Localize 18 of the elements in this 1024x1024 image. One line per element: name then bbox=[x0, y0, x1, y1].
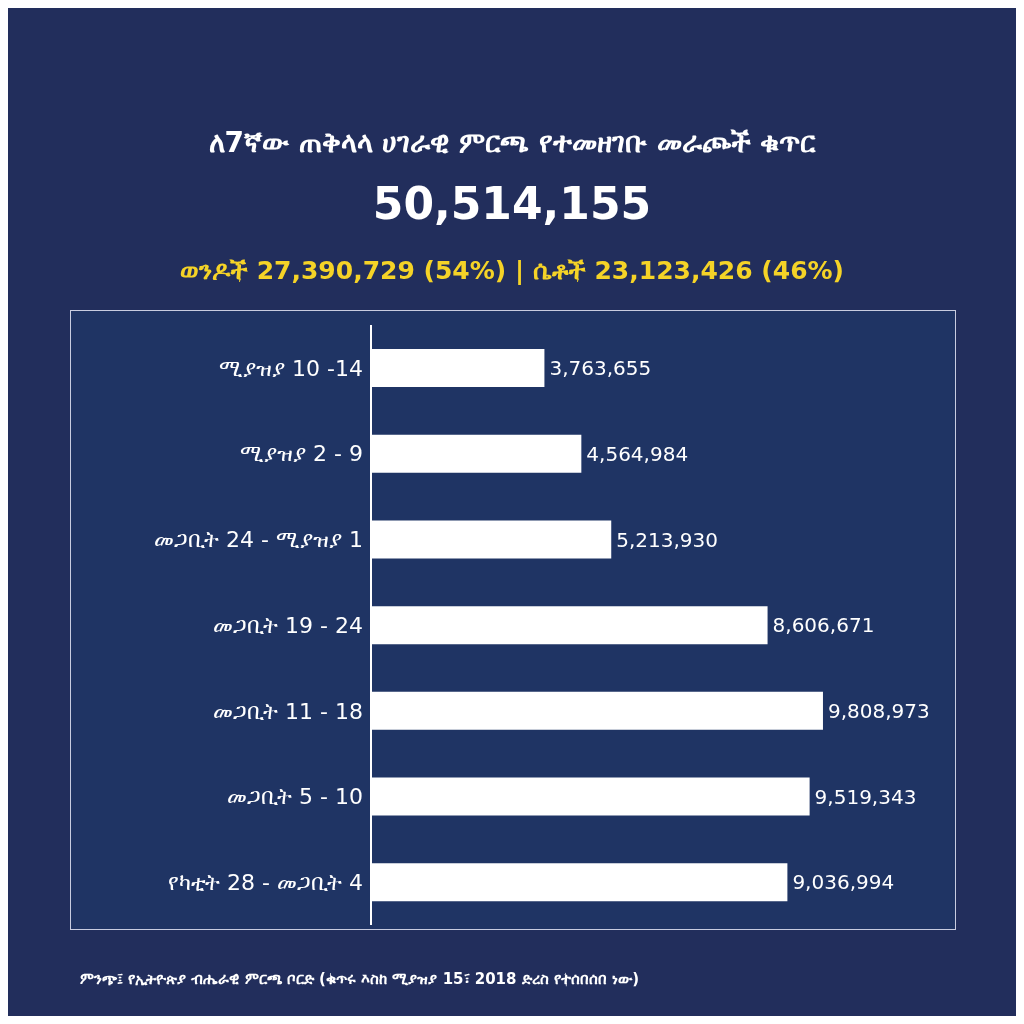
data-label: 4,564,984 bbox=[586, 441, 689, 466]
y-tick-label: ሚያዝያ 2 - 9 bbox=[240, 441, 363, 467]
y-tick-label: መጋቢት 19 - 24 bbox=[213, 612, 363, 638]
y-tick-label: መጋቢት 24 - ሚያዝያ 1 bbox=[154, 527, 363, 553]
data-label: 8,606,671 bbox=[772, 613, 875, 638]
y-tick-label: የካቲት 28 - መጋቢት 4 bbox=[168, 869, 363, 895]
text: ወንዶች 27,390,729 (54%) | ሴቶች 23,123,426 (46%) bbox=[178, 256, 845, 286]
y-tick-label: መጋቢት 5 - 10 bbox=[227, 784, 363, 810]
chart-subtitle: 50,514,155 bbox=[371, 178, 653, 229]
data-label: 3,763,655 bbox=[549, 356, 652, 381]
data-label: 5,213,930 bbox=[616, 527, 719, 552]
y-tick-label: መጋቢት 11 - 18 bbox=[213, 698, 363, 724]
data-label: 9,519,343 bbox=[814, 784, 917, 809]
text: ምንጭ፤ የኢትዮጵያ ብሔራዊ ምርጫ ቦርድ (ቁጥሩ እስከ ሚያዝያ 15፣ 2018 ድረስ የተሰበሰበ ነው) bbox=[80, 970, 639, 988]
data-label: 9,808,973 bbox=[827, 698, 930, 723]
data-label: 9,036,994 bbox=[792, 870, 895, 895]
y-tick-label: ሚያዝያ 10 -14 bbox=[219, 355, 363, 381]
chart-title: ለ7ኛው ጠቅላላ ሀገራዊ ምርጫ የተመዘገቡ መራጮች ቁጥር bbox=[207, 126, 817, 160]
